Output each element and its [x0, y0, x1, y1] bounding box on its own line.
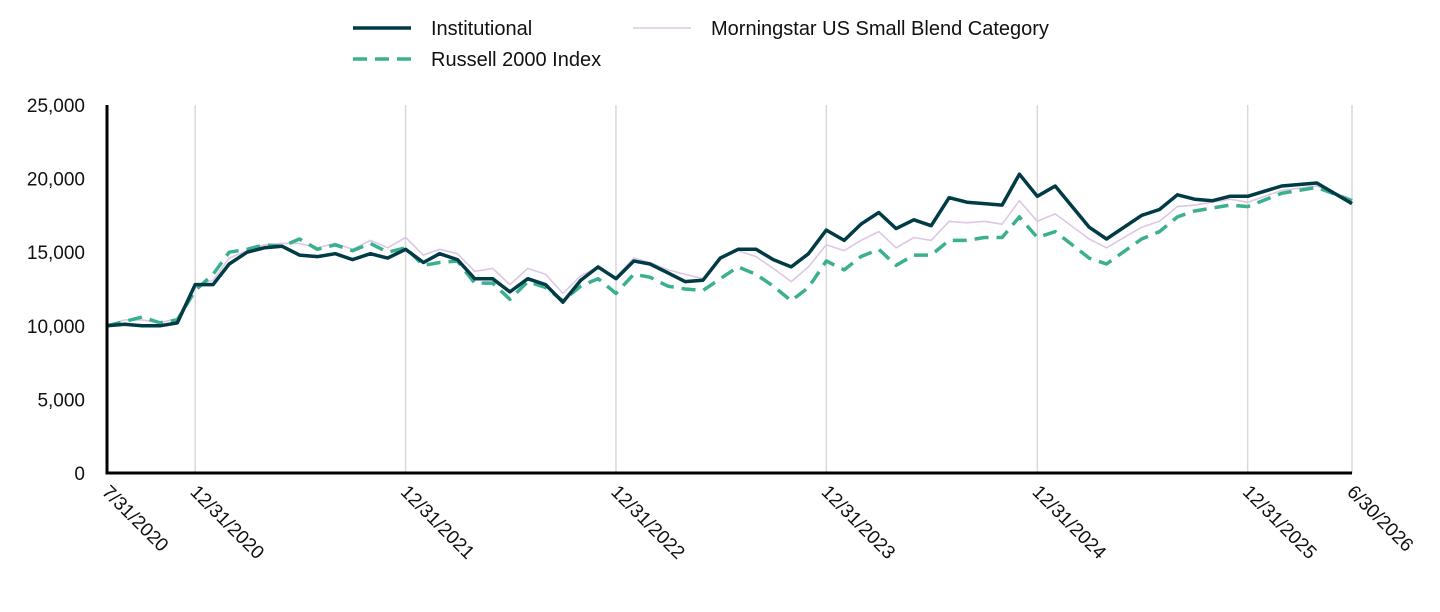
legend-label-1: Russell 2000 Index: [431, 49, 601, 71]
x-tick-label: 12/31/2023: [817, 482, 899, 564]
legend: Institutional Russell 2000 Index Morningst…: [353, 18, 1049, 71]
series-line-1: [106, 185, 1353, 328]
y-tick-label: 5,000: [37, 390, 85, 411]
x-tick-label: 12/31/2022: [606, 482, 688, 564]
y-tick-labels: 0 5,000 10,000 15,000 20,000 25,000: [27, 96, 85, 485]
x-tick-label: 12/31/2021: [396, 482, 478, 564]
x-tick-label: 12/31/2024: [1028, 482, 1110, 564]
legend-label-0: Institutional: [431, 18, 532, 40]
axes: [105, 105, 1352, 475]
x-tick-label: 7/31/2020: [97, 482, 172, 557]
y-tick-label: 10,000: [27, 317, 85, 338]
legend-label-2: Morningstar US Small Blend Category: [711, 18, 1049, 40]
y-tick-label: 20,000: [27, 170, 85, 191]
grid-lines: [194, 105, 1353, 473]
y-tick-label: 15,000: [27, 243, 85, 264]
y-tick-label: 0: [74, 464, 85, 485]
x-tick-label: 12/31/2020: [186, 482, 268, 564]
series-line-0: [106, 172, 1353, 328]
series-lines: [106, 172, 1353, 328]
x-tick-label: 12/31/2025: [1238, 482, 1320, 564]
x-tick-label: 6/30/2026: [1342, 482, 1417, 557]
x-tick-labels: 7/31/2020 12/31/2020 12/31/2021 12/31/2022 1…: [97, 482, 1417, 564]
y-tick-label: 25,000: [27, 96, 85, 117]
series-line-2: [106, 185, 1353, 327]
